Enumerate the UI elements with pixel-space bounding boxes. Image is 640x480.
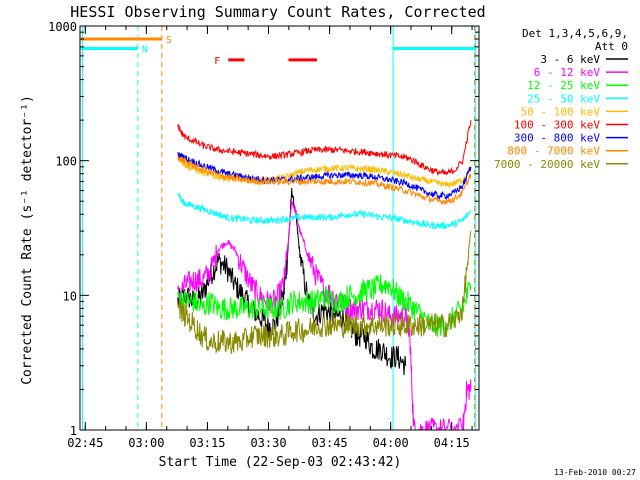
y-axis-label: Corrected Count Rate (s⁻¹ detector⁻¹) [20, 95, 35, 385]
x-tick-label: 03:45 [312, 436, 348, 450]
legend-label: 12 - 25 keV [527, 79, 600, 92]
x-tick-label: 02:45 [67, 436, 103, 450]
x-tick-label: 04:15 [434, 436, 470, 450]
series-line-3 [177, 192, 471, 231]
series-line-2 [177, 274, 472, 337]
flag-label-n: N [142, 45, 148, 56]
legend-label: 7000 - 20000 keV [494, 158, 600, 171]
series-line-8 [177, 230, 472, 355]
x-tick-label: 03:00 [128, 436, 164, 450]
flag-label-s: S [166, 35, 172, 46]
y-tick-label: 1000 [48, 20, 77, 34]
legend-label: 3 - 6 keV [540, 53, 600, 66]
y-tick-label: 1 [70, 424, 77, 438]
footer-timestamp: 13-Feb-2010 00:27 [554, 468, 636, 477]
legend-header: Att 0 [595, 40, 628, 53]
flag-label-f: F [214, 56, 220, 67]
x-tick-label: 04:00 [373, 436, 409, 450]
y-tick-label: 10 [63, 289, 77, 303]
legend-header: Det 1,3,4,5,6,9, [522, 27, 628, 40]
legend-label: 25 - 50 keV [527, 92, 600, 105]
series-lines [177, 120, 472, 431]
legend-label: 800 - 7000 keV [507, 145, 600, 158]
legend-label: 300 - 800 keV [514, 132, 600, 145]
legend-label: 6 - 12 keV [534, 66, 601, 79]
chart-title: HESSI Observing Summary Count Rates, Cor… [70, 3, 485, 21]
plot-frame [79, 25, 480, 431]
x-axis-label: Start Time (22-Sep-03 02:43:42) [159, 455, 402, 470]
series-line-5 [177, 120, 472, 176]
legend-label: 100 - 300 keV [514, 119, 600, 132]
x-tick-label: 03:30 [250, 436, 286, 450]
series-line-7 [177, 155, 472, 205]
x-tick-label: 03:15 [189, 436, 225, 450]
annotations: S N F [80, 26, 477, 430]
series-line-4 [177, 153, 472, 188]
legend-label: 50 - 100 keV [521, 105, 601, 118]
y-tick-label: 100 [55, 155, 77, 169]
axis-ticks: 02:45 03:00 03:15 03:30 03:45 04:00 04:15 1 10 10… [48, 20, 479, 450]
